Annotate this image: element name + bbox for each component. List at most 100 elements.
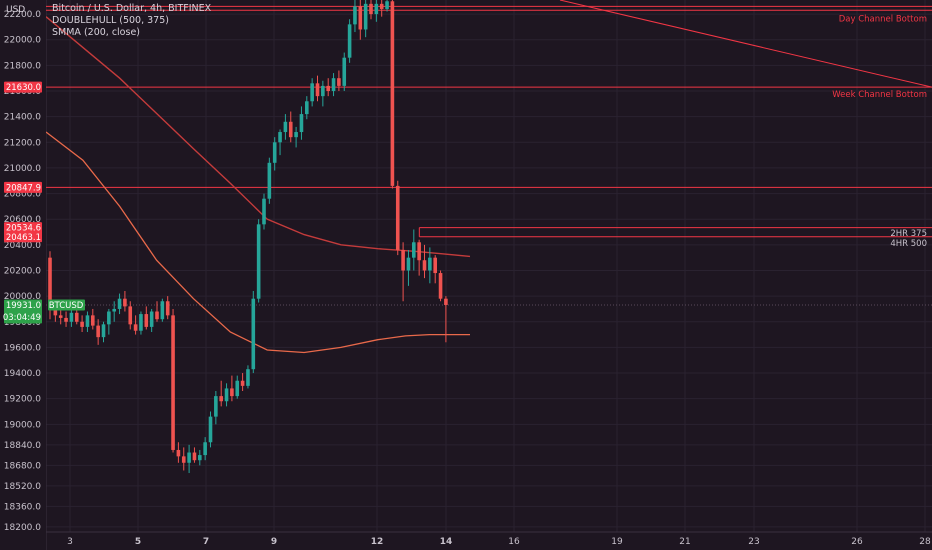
candle — [305, 96, 309, 120]
y-tick-label: 18680.0 — [4, 461, 41, 471]
candle — [444, 296, 448, 343]
x-tick-label: 21 — [679, 537, 690, 547]
candle — [192, 447, 197, 463]
candle — [256, 219, 261, 303]
candle — [379, 0, 384, 17]
candle — [326, 78, 330, 97]
candle-body — [160, 301, 165, 320]
candle-body — [262, 198, 266, 225]
candle-body — [337, 78, 341, 86]
indicator-doublehull[interactable]: DOUBLEHULL (500, 375) — [52, 15, 169, 26]
candle-body — [246, 369, 250, 386]
candle-body — [267, 162, 272, 199]
candle — [438, 270, 443, 302]
chart-legend: Bitcoin / U.S. Dollar, 4h, BITFINEX DOUB… — [52, 3, 211, 39]
x-tick-label: 3 — [67, 537, 73, 547]
doublehull-line — [45, 131, 470, 354]
x-tick-label: 14 — [440, 537, 453, 547]
candle-body — [422, 260, 427, 271]
symbol-title[interactable]: Bitcoin / U.S. Dollar, 4h, BITFINEX — [52, 3, 212, 14]
candle-body — [149, 311, 154, 327]
y-tick-label: 20600.0 — [4, 215, 41, 225]
y-tick-label: 22200.0 — [4, 10, 41, 20]
candle-body — [198, 455, 202, 461]
candle — [272, 137, 277, 171]
candle-body — [288, 121, 293, 138]
candle-body — [326, 85, 330, 92]
candle — [133, 315, 138, 335]
y-tick-label: 19000.0 — [4, 420, 41, 430]
candle — [288, 111, 293, 143]
candle — [310, 78, 314, 107]
candle — [165, 296, 170, 320]
candle — [101, 321, 106, 343]
candle — [347, 19, 352, 63]
y-tick-label: 20800.0 — [4, 190, 41, 200]
candle-body — [48, 257, 52, 309]
candle — [64, 311, 68, 327]
candle — [123, 290, 127, 312]
candle — [321, 80, 325, 107]
candle-body — [85, 315, 90, 327]
candle — [315, 75, 320, 102]
candle — [363, 0, 368, 38]
price-tag-label: 20847.9 — [6, 183, 41, 193]
candle-body — [192, 452, 197, 461]
candle-body — [208, 416, 213, 443]
hull-label-2hr: 2HR 375 — [890, 229, 927, 239]
candle — [262, 193, 266, 230]
candle — [107, 308, 111, 335]
candle-body — [428, 257, 432, 271]
y-tick-label: 21800.0 — [4, 61, 41, 71]
candle — [417, 239, 421, 276]
candle — [224, 383, 229, 407]
x-tick-label: 23 — [748, 537, 759, 547]
candle-body — [171, 315, 175, 450]
price-tag-label: 20534.6 — [6, 224, 41, 234]
candle — [230, 375, 234, 402]
candle-body — [395, 185, 400, 250]
candle — [401, 242, 405, 302]
indicator-smma[interactable]: SMMA (200, close) — [52, 27, 140, 38]
candle — [433, 255, 437, 284]
candle — [69, 308, 74, 327]
candle — [198, 449, 202, 466]
x-tick-label: 12 — [371, 537, 384, 547]
y-tick-label: 20200.0 — [4, 266, 41, 276]
candle-body — [294, 132, 298, 138]
candle-body — [107, 311, 111, 325]
candle-body — [181, 456, 186, 463]
price-tag — [4, 81, 42, 93]
candle — [85, 311, 90, 333]
candle-body — [235, 380, 240, 397]
candle-body — [64, 317, 68, 322]
candle — [385, 0, 389, 12]
price-tag-label: 21630.0 — [6, 83, 41, 93]
candle-body — [230, 388, 234, 397]
candle-body — [240, 380, 245, 386]
week-channel-trendline — [559, 0, 932, 88]
candle-body — [278, 132, 282, 143]
y-tick-label: 20400.0 — [4, 241, 41, 251]
candle-body — [369, 3, 373, 15]
candle — [235, 375, 240, 399]
candle-body — [272, 142, 277, 163]
candle-body — [203, 442, 207, 456]
candle — [128, 301, 133, 330]
price-tag-label: 19931.0 — [6, 301, 41, 311]
price-tag — [4, 181, 42, 193]
candle — [278, 129, 282, 156]
price-tag — [4, 222, 42, 234]
candle-body — [251, 298, 256, 370]
candle-body — [123, 298, 127, 307]
candle-body — [310, 83, 314, 102]
candle-body — [144, 314, 149, 327]
y-tick-label: 21000.0 — [4, 164, 41, 174]
candle-body — [331, 78, 336, 92]
candle — [246, 365, 250, 389]
y-tick-label: 18200.0 — [4, 523, 41, 533]
candle-body — [353, 6, 357, 25]
